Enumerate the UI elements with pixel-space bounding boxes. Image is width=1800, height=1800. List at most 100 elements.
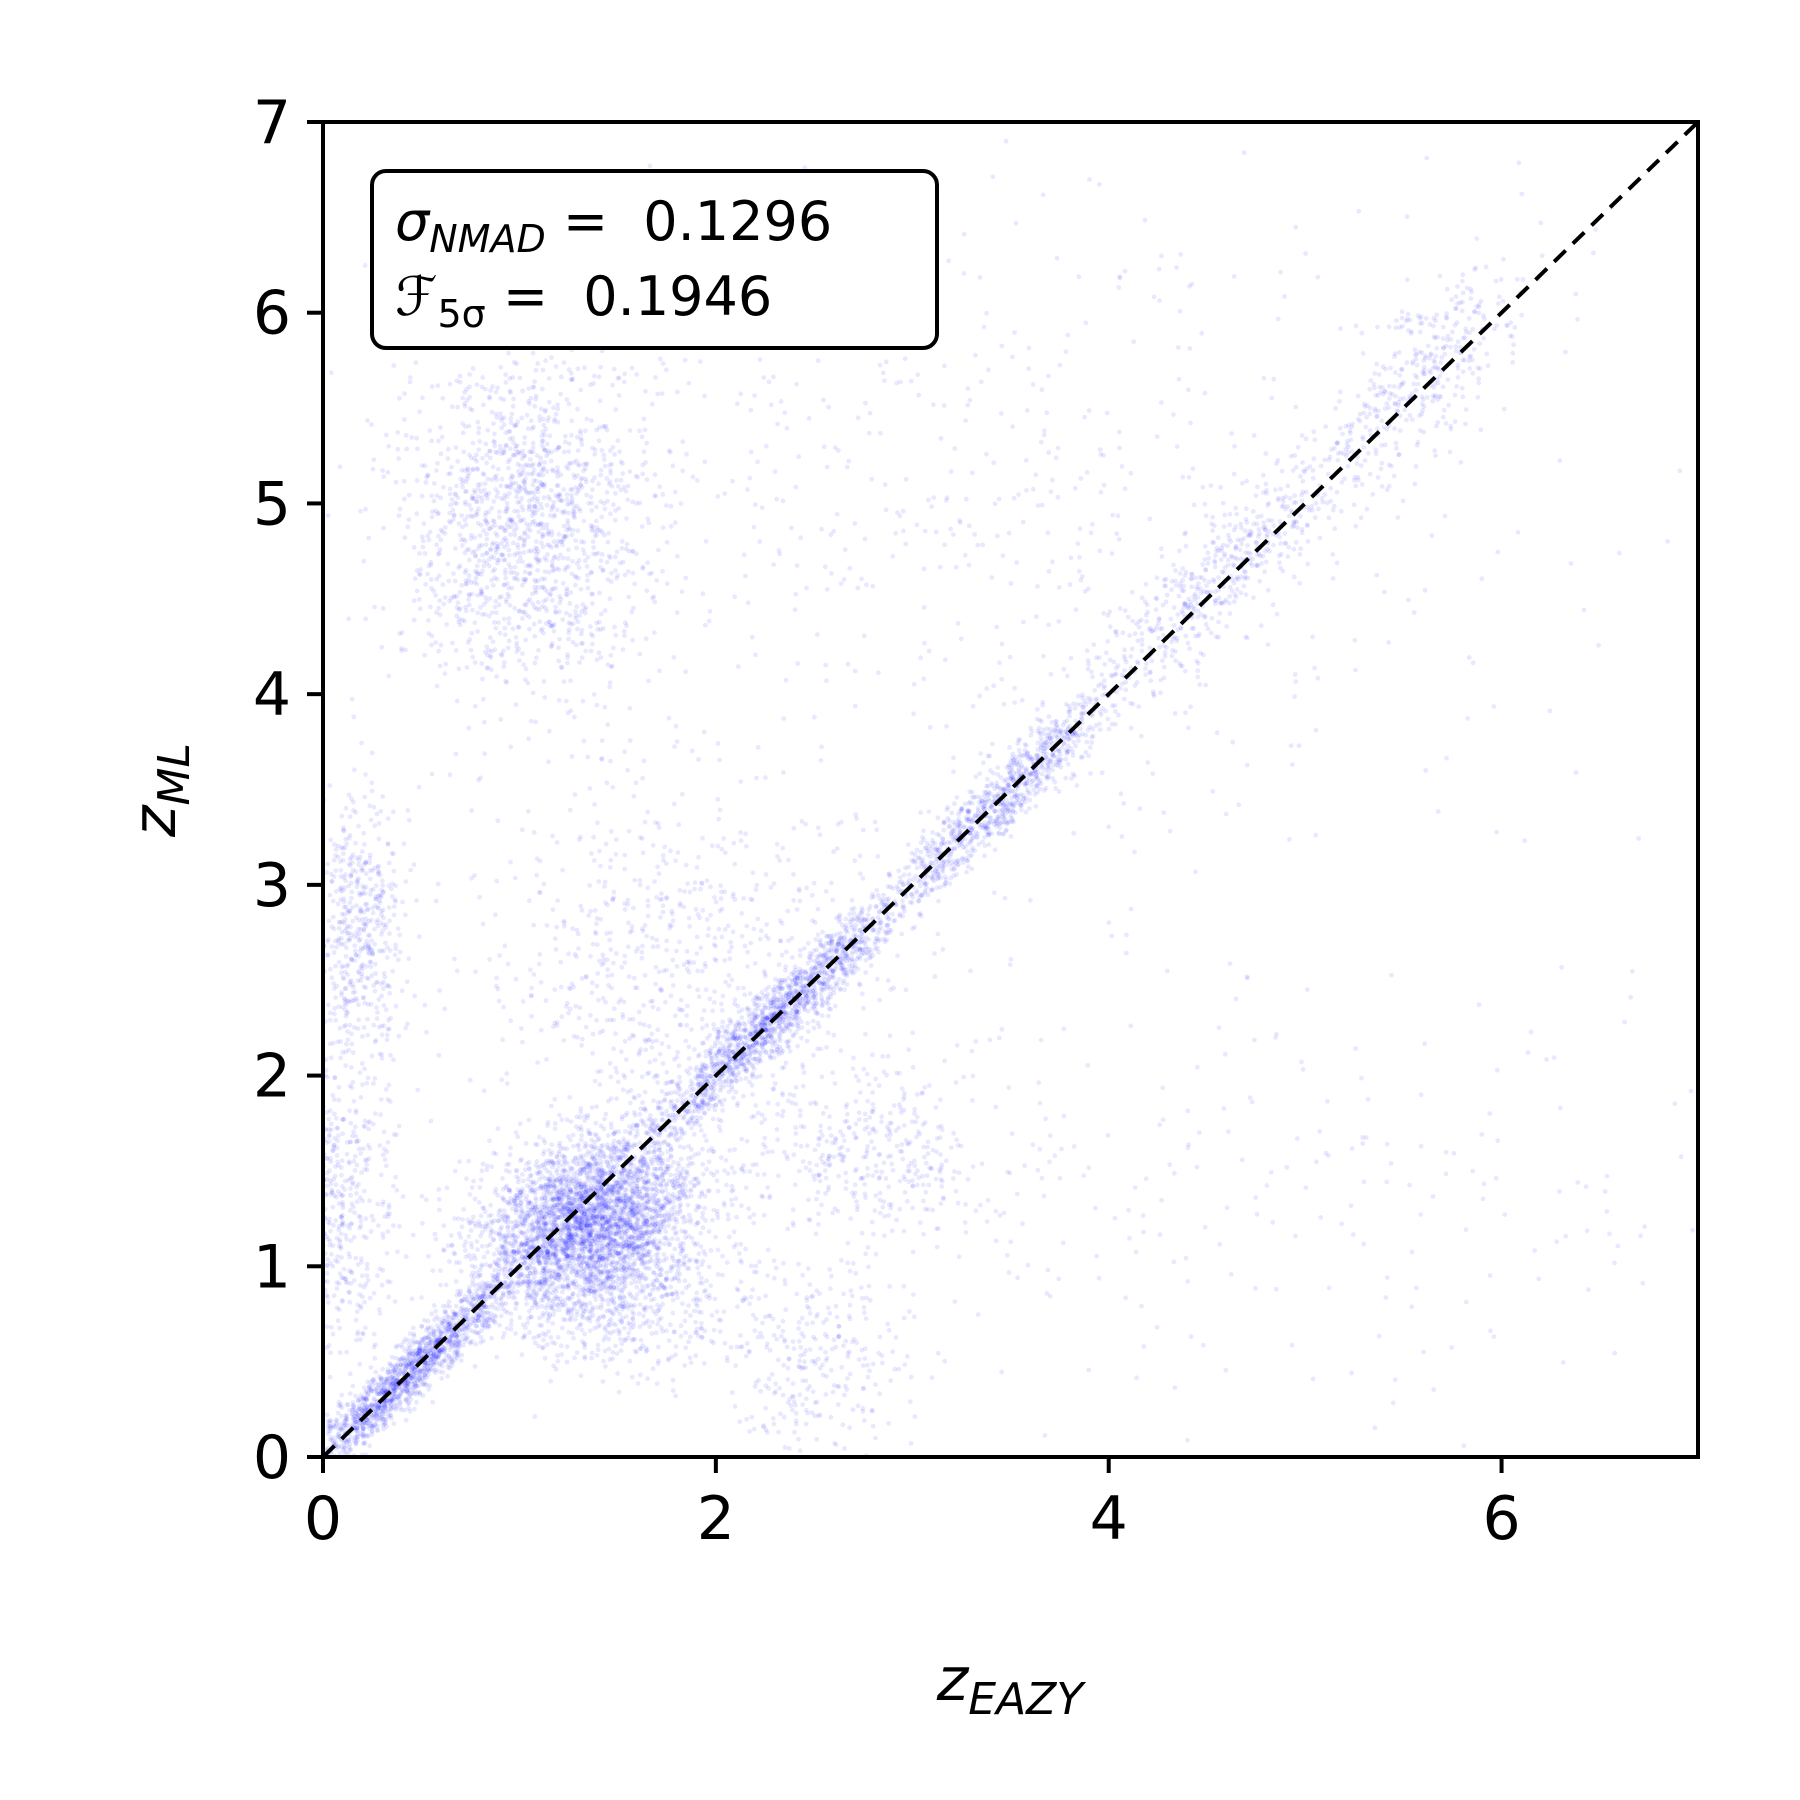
- scatter-point: [452, 1339, 457, 1345]
- scatter-point: [666, 1223, 671, 1229]
- scatter-point: [513, 1331, 518, 1336]
- scatter-point: [646, 1131, 651, 1136]
- scatter-point: [692, 1242, 698, 1248]
- scatter-point: [461, 1342, 466, 1348]
- scatter-point: [548, 1274, 554, 1280]
- scatter-point: [561, 1251, 567, 1256]
- scatter-point: [549, 1164, 555, 1170]
- scatter-point: [729, 1202, 735, 1208]
- scatter-point: [452, 1251, 458, 1257]
- scatter-point: [648, 1113, 653, 1118]
- scatter-point: [436, 1348, 442, 1353]
- scatter-point: [524, 1193, 530, 1199]
- scatter-point: [503, 1185, 508, 1190]
- scatter-point: [488, 1202, 494, 1208]
- scatter-point: [668, 1147, 674, 1153]
- scatter-point: [509, 1261, 515, 1266]
- scatter-point: [478, 1272, 483, 1278]
- scatter-point: [502, 1243, 507, 1249]
- scatter-point: [906, 864, 912, 870]
- scatter-point: [373, 1369, 379, 1375]
- scatter-point: [668, 1172, 674, 1178]
- scatter-point: [633, 1167, 638, 1173]
- scatter-point: [698, 1230, 703, 1236]
- scatter-point: [642, 1089, 648, 1095]
- scatter-point: [631, 1229, 637, 1235]
- scatter-point: [665, 1149, 671, 1154]
- scatter-point: [479, 1262, 485, 1268]
- scatter-point: [352, 1419, 358, 1425]
- scatter-point: [469, 1218, 475, 1224]
- scatter-point: [433, 1236, 439, 1242]
- scatter-point: [534, 1219, 540, 1225]
- scatter-point: [482, 1315, 488, 1321]
- scatter-point: [661, 1178, 667, 1184]
- scatter-point: [655, 1221, 660, 1227]
- scatter-point: [646, 1196, 652, 1201]
- scatter-point: [470, 1316, 476, 1322]
- scatter-point: [649, 1228, 655, 1234]
- scatter-point: [683, 1176, 689, 1181]
- scatter-point: [466, 1294, 472, 1300]
- scatter-point: [644, 1230, 650, 1236]
- scatter-point: [587, 1187, 593, 1193]
- scatter-point: [632, 1228, 637, 1234]
- scatter-point: [351, 1415, 356, 1421]
- scatter-point: [558, 1180, 564, 1185]
- scatter-point: [532, 1205, 538, 1211]
- scatter-point: [551, 1287, 557, 1293]
- scatter-point: [658, 1207, 664, 1212]
- scatter-point: [368, 1365, 374, 1370]
- scatter-point: [520, 1208, 526, 1214]
- scatter-point: [611, 1130, 617, 1136]
- scatter-point: [344, 1402, 350, 1408]
- scatter-point: [644, 1218, 650, 1223]
- scatter-point: [558, 1145, 564, 1151]
- scatter-point: [668, 1153, 674, 1159]
- scatter-point: [476, 1219, 482, 1225]
- scatter-point: [454, 1292, 460, 1298]
- scatter-point: [488, 1230, 494, 1235]
- scatter-point: [645, 1204, 650, 1210]
- scatter-point: [577, 1171, 583, 1177]
- scatter-point: [581, 1272, 586, 1277]
- scatter-point: [372, 1396, 377, 1401]
- scatter-point: [634, 1191, 639, 1197]
- scatter-point: [680, 1215, 685, 1220]
- scatter-point: [574, 1114, 580, 1120]
- scatter-point: [559, 1352, 564, 1357]
- scatter-point: [581, 1160, 586, 1165]
- scatter-point: [729, 1183, 735, 1189]
- scatter-point: [433, 1354, 439, 1359]
- scatter-point: [578, 1208, 584, 1214]
- scatter-point: [503, 1239, 509, 1245]
- scatter-point: [463, 1326, 469, 1332]
- scatter-point: [544, 1192, 549, 1198]
- scatter-point: [542, 1239, 548, 1245]
- scatter-point: [563, 1209, 569, 1215]
- scatter-point: [655, 1197, 661, 1203]
- scatter-point: [610, 1207, 616, 1213]
- scatter-point: [542, 1222, 548, 1228]
- scatter-point: [591, 1208, 597, 1213]
- scatter-point: [478, 1213, 484, 1219]
- scatter-point: [608, 1204, 614, 1210]
- scatter-point: [602, 1171, 608, 1177]
- scatter-point: [868, 963, 874, 968]
- scatter-point: [393, 1407, 399, 1412]
- scatter-point: [421, 1336, 426, 1342]
- scatter-point: [566, 1190, 572, 1195]
- scatter-point: [537, 1260, 543, 1266]
- scatter-point: [385, 1376, 390, 1382]
- scatter-point: [650, 1187, 655, 1192]
- scatter-point: [503, 1219, 508, 1225]
- scatter-point: [666, 1218, 672, 1223]
- scatter-point: [455, 1344, 460, 1349]
- scatter-point: [492, 1305, 497, 1311]
- scatter-point: [678, 1182, 684, 1188]
- scatter-point: [578, 1106, 584, 1111]
- scatter-point: [546, 1147, 552, 1153]
- scatter-point: [502, 1208, 507, 1214]
- scatter-point: [599, 1296, 605, 1302]
- scatter-point: [405, 1338, 411, 1343]
